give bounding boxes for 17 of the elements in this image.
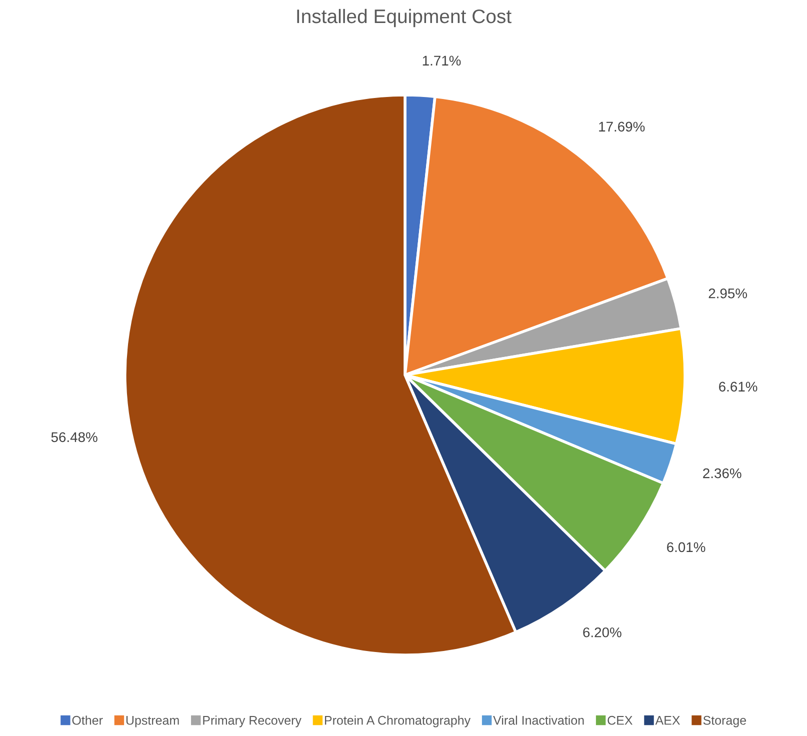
data-label: 6.01%	[667, 542, 706, 552]
legend-label: Protein A Chromatography	[324, 716, 471, 728]
legend-label: CEX	[608, 716, 632, 725]
legend-label: Upstream	[126, 716, 179, 728]
chart-title: Installed Equipment Cost	[297, 8, 512, 28]
data-label: 6.20%	[583, 627, 622, 638]
data-label: 17.69%	[599, 122, 645, 132]
data-label: 2.95%	[708, 288, 748, 298]
legend-label: AEX	[655, 716, 680, 725]
data-label: 56.48%	[51, 432, 98, 442]
data-label: 2.36%	[703, 468, 742, 478]
data-label: 1.71%	[422, 56, 461, 66]
data-label: 6.61%	[719, 382, 758, 392]
legend-label: Viral Inactivation	[493, 716, 584, 725]
legend-label: Primary Recovery	[203, 716, 302, 728]
legend-label: Other	[72, 716, 103, 725]
legend-label: Storage	[703, 716, 746, 728]
